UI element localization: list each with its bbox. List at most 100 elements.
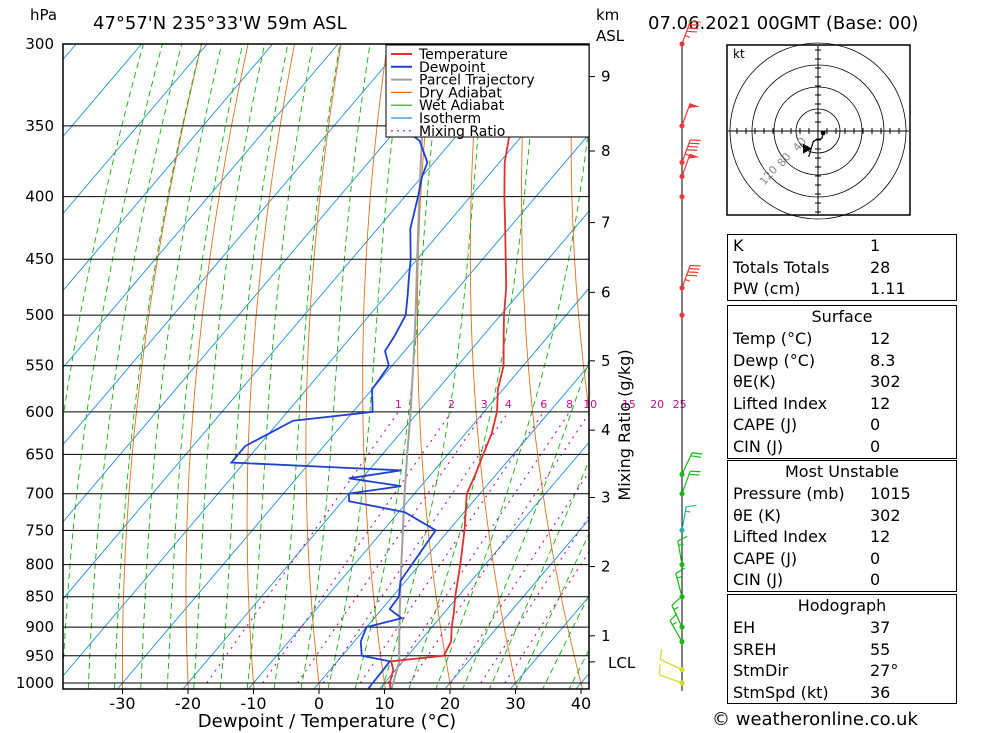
header-datetime: 07.06.2021 00GMT (Base: 00) [648, 13, 918, 34]
pressure-axis: 300 350 400 450 500 550 600 650 700 750 800 850 900 9… [16, 35, 54, 692]
table-row: θE(K) 302 [728, 371, 956, 393]
height-tick-label: 8 [601, 142, 611, 160]
wind-barb-flag [659, 649, 663, 660]
table-row: SREH 55 [728, 639, 956, 661]
isotherm-line [116, 133, 589, 689]
wind-barb-dot [679, 527, 685, 533]
row-value: 0 [870, 570, 881, 590]
dry-adiabat-line [185, 44, 249, 689]
wind-barb-flag [690, 139, 701, 142]
table-title: Most Unstable [785, 462, 899, 481]
wind-barb-staff [681, 452, 693, 475]
isobars [63, 43, 589, 684]
wind-barb-flag [686, 504, 697, 508]
mixing-ratio-label: 4 [505, 398, 512, 411]
table-row: θE (K) 302 [728, 505, 956, 527]
wind-barb-flag [671, 597, 681, 606]
temperature-axis: -30 -20 -10 0 10 20 30 40 [109, 689, 591, 713]
height-tick-label: 7 [601, 214, 611, 232]
wind-barb-staff [659, 674, 683, 684]
temperature-tick-label: 30 [505, 694, 525, 713]
row-label: PW (cm) [733, 279, 801, 299]
row-value: 27° [870, 661, 899, 681]
dry-adiabat-line [121, 44, 203, 689]
wind-barb-flag [690, 455, 702, 458]
legend-entry: Parcel Trajectory [419, 73, 535, 89]
dry-adiabat-line [570, 44, 589, 414]
height-tick-label: 9 [601, 68, 611, 86]
mixing-ratio-line [206, 411, 399, 684]
background-lines [0, 44, 589, 699]
height-axis: 1 2 3 4 5 6 7 8 9 LCL [589, 68, 636, 672]
isotherm-line [63, 44, 470, 523]
wind-barb-half-flag [684, 34, 690, 38]
height-tick-label: 6 [601, 283, 611, 301]
wind-barb-flag [690, 470, 701, 473]
height-tick-label: 1 [601, 627, 611, 645]
mixing-ratio-label: 15 [622, 398, 636, 411]
row-label: StmDir [733, 661, 789, 681]
height-unit-label-asl: ASL [596, 27, 625, 45]
row-value: 55 [870, 639, 891, 659]
legend-entry: Temperature [418, 47, 508, 63]
mixing-ratio-line [322, 411, 509, 684]
pressure-tick-label: 300 [25, 35, 54, 53]
temperature-tick-label: 20 [440, 694, 460, 713]
dry-adiabat-line [305, 44, 342, 689]
mixing-ratio-labels: 1 2 3 4 6 8 10 15 20 25 [395, 398, 687, 411]
wet-adiabat-line [63, 44, 144, 422]
height-tick-label: 2 [601, 558, 611, 576]
wind-barb-staff [681, 21, 691, 45]
wind-barb-flag [687, 145, 699, 148]
legend-entry: Dry Adiabat [419, 85, 502, 101]
wind-barb-flag [686, 274, 698, 277]
mixing-ratio-label: 8 [566, 398, 573, 411]
footer-copyright[interactable]: © weatheronline.co.uk [712, 709, 918, 730]
wet-adiabat-line [140, 44, 223, 689]
pressure-tick-label: 850 [25, 588, 54, 606]
table-row: CIN (J) 0 [728, 569, 956, 591]
row-label: CAPE (J) [733, 415, 798, 435]
wind-barb-staff [659, 658, 683, 671]
dry-adiabat-line [246, 44, 295, 689]
row-value: 0 [870, 415, 881, 435]
table-row: Dewp (°C) 8.3 [728, 350, 956, 372]
dewpoint-line [229, 44, 437, 689]
isotherm-line [63, 44, 142, 138]
pressure-tick-label: 600 [25, 403, 54, 421]
dry-adiabat-line [416, 44, 452, 689]
pressure-tick-label: 500 [25, 306, 54, 324]
table-row: Totals Totals 28 [728, 257, 956, 279]
hodograph-table: Hodograph EH 37 SREH 55 StmDir 27° StmSpd (kt) 3… [727, 594, 957, 705]
wet-adiabat-line [114, 44, 202, 689]
dry-adiabat-line [521, 44, 584, 689]
wind-barb-half-flag [676, 576, 682, 579]
isotherm-line [0, 44, 11, 699]
table-title: Hodograph [797, 596, 887, 615]
pressure-tick-label: 400 [25, 188, 54, 206]
row-label: Temp (°C) [733, 329, 813, 348]
isotherm-line [63, 44, 404, 446]
row-label: CAPE (J) [733, 548, 798, 568]
row-label: SREH [733, 639, 777, 659]
wind-barb-pennant [688, 153, 700, 159]
wind-barb-flag [658, 664, 661, 675]
wind-barb-flag [687, 271, 699, 274]
row-value: 12 [870, 527, 891, 547]
row-label: CIN (J) [733, 436, 784, 456]
row-label: Dewp (°C) [733, 350, 816, 370]
row-value: 36 [870, 682, 891, 702]
legend-entry: Wet Adiabat [419, 98, 505, 114]
wind-barb-flag [688, 268, 700, 270]
height-unit-label: km [596, 6, 619, 24]
wet-adiabat-line [63, 44, 163, 680]
row-label: Lifted Index [733, 393, 828, 413]
table-row: CAPE (J) 0 [728, 414, 956, 436]
wet-adiabat-line [488, 459, 589, 689]
pressure-tick-label: 750 [25, 521, 54, 539]
wind-barb-flag [688, 24, 700, 26]
wet-adiabat-line [219, 44, 289, 689]
wind-barb-flag [675, 567, 685, 575]
wet-adiabat-line [166, 44, 244, 689]
wind-barb-flag [688, 473, 700, 476]
